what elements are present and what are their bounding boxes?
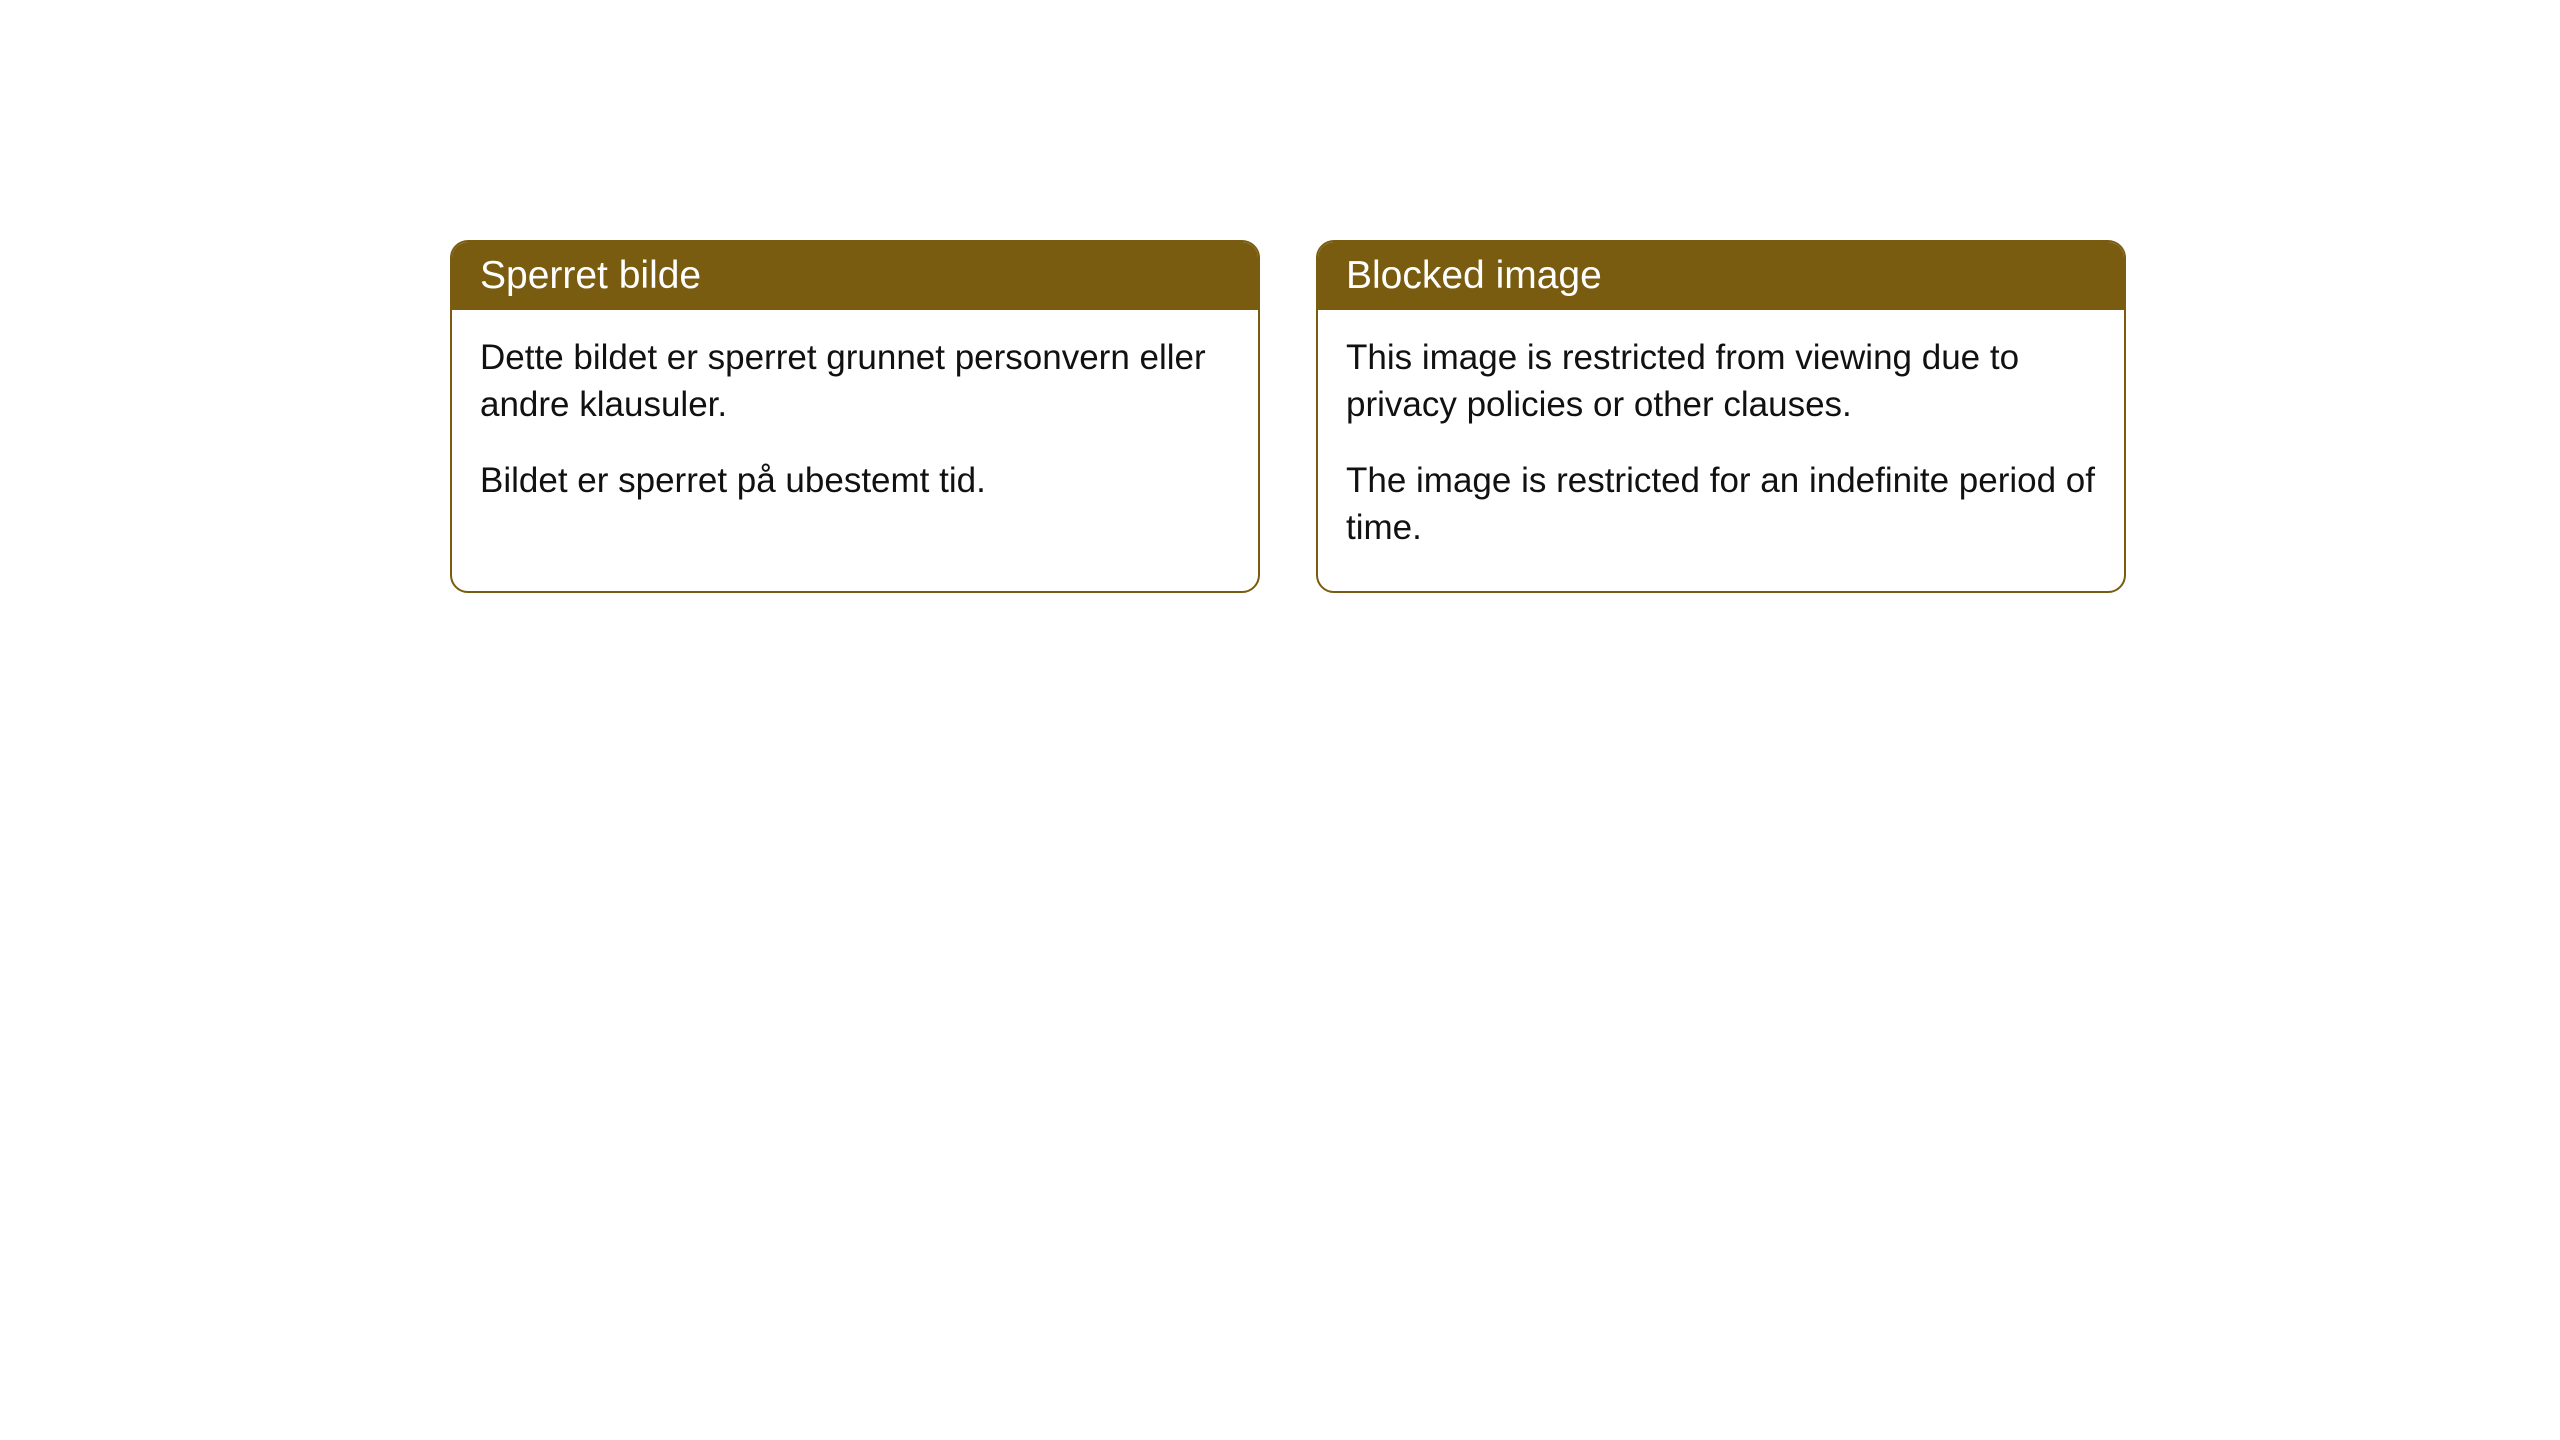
card-paragraph: This image is restricted from viewing du… [1346,334,2096,429]
card-title: Sperret bilde [480,254,701,297]
notice-card-norwegian: Sperret bilde Dette bildet er sperret gr… [450,240,1260,593]
card-header: Sperret bilde [452,242,1258,310]
notice-cards-container: Sperret bilde Dette bildet er sperret gr… [450,240,2126,593]
card-paragraph: The image is restricted for an indefinit… [1346,457,2096,552]
card-body: Dette bildet er sperret grunnet personve… [452,310,1258,544]
card-title: Blocked image [1346,254,1602,297]
card-paragraph: Dette bildet er sperret grunnet personve… [480,334,1230,429]
card-paragraph: Bildet er sperret på ubestemt tid. [480,457,1230,504]
card-header: Blocked image [1318,242,2124,310]
notice-card-english: Blocked image This image is restricted f… [1316,240,2126,593]
card-body: This image is restricted from viewing du… [1318,310,2124,591]
